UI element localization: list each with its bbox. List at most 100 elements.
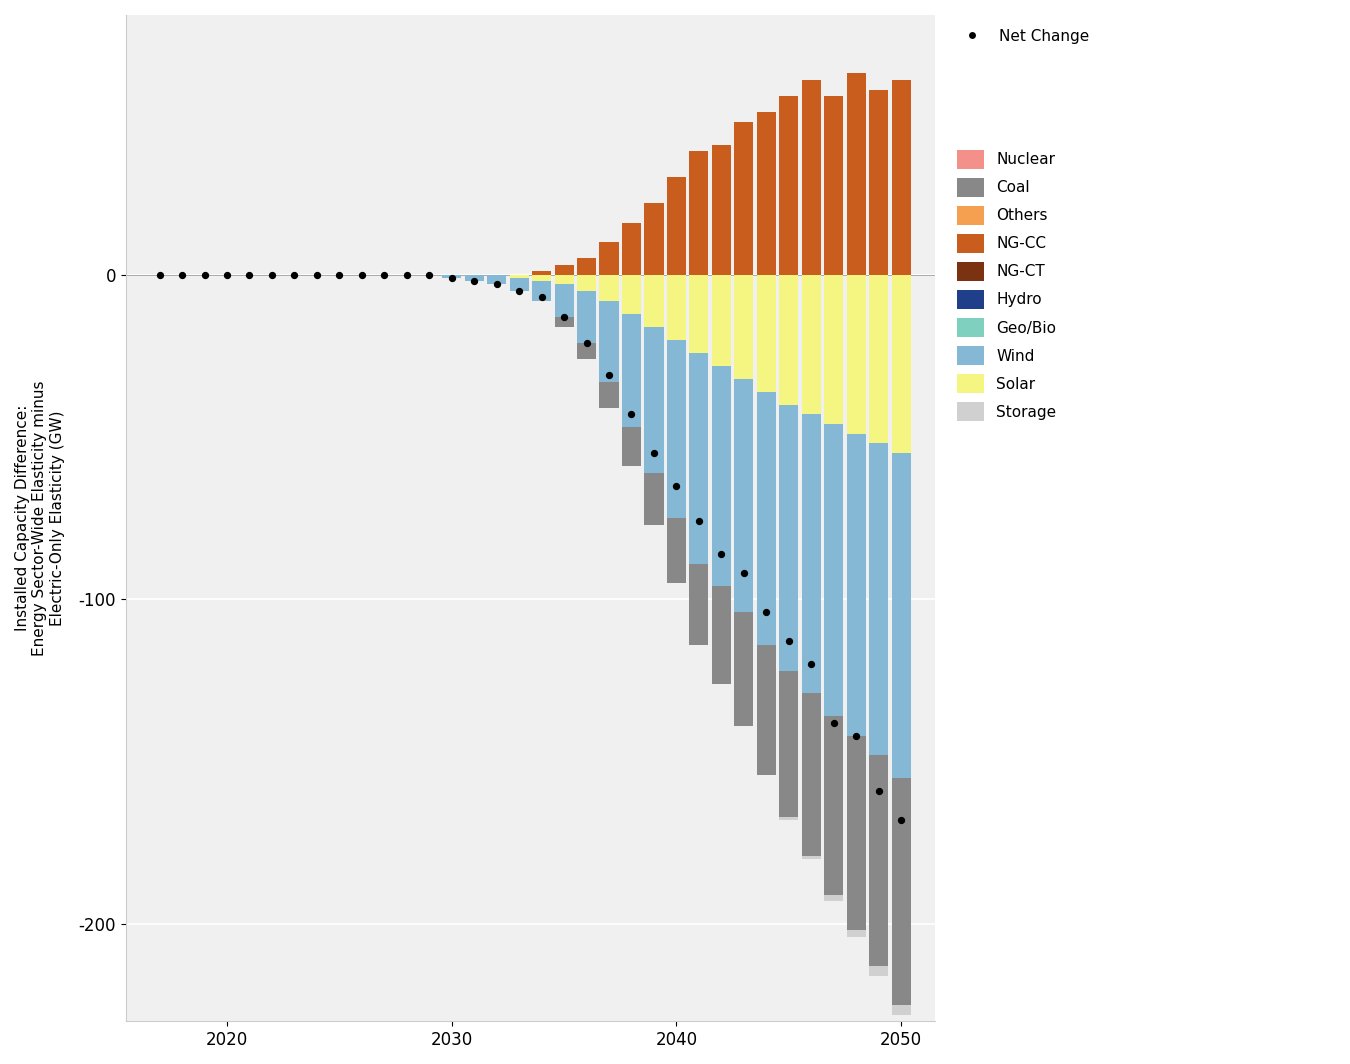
- Bar: [599, 243, 618, 275]
- Bar: [757, 113, 776, 275]
- Bar: [891, 1005, 911, 1015]
- Bar: [802, 414, 821, 694]
- Point: [463, 272, 485, 289]
- Point: [598, 367, 620, 384]
- Bar: [779, 275, 798, 404]
- Bar: [509, 278, 529, 290]
- Bar: [555, 275, 574, 284]
- Point: [845, 727, 867, 744]
- Bar: [846, 275, 865, 434]
- Bar: [869, 755, 888, 966]
- Bar: [846, 434, 865, 735]
- Point: [171, 266, 193, 283]
- Bar: [509, 275, 529, 278]
- Bar: [667, 178, 686, 275]
- Bar: [690, 275, 709, 352]
- Point: [756, 603, 778, 620]
- Bar: [846, 930, 865, 937]
- Bar: [757, 392, 776, 645]
- Point: [688, 513, 710, 530]
- Bar: [487, 275, 506, 284]
- Point: [710, 546, 732, 563]
- Bar: [599, 275, 618, 301]
- Bar: [734, 122, 753, 275]
- Bar: [824, 423, 844, 716]
- Bar: [824, 275, 844, 423]
- Bar: [622, 314, 641, 428]
- Point: [306, 266, 328, 283]
- Point: [554, 309, 575, 326]
- Bar: [622, 222, 641, 275]
- Point: [441, 269, 463, 286]
- Bar: [667, 339, 686, 518]
- Bar: [622, 428, 641, 466]
- Bar: [711, 145, 730, 275]
- Bar: [644, 327, 663, 472]
- Bar: [869, 275, 888, 444]
- Bar: [779, 670, 798, 817]
- Bar: [644, 472, 663, 525]
- Point: [351, 266, 373, 283]
- Bar: [711, 586, 730, 684]
- Bar: [532, 281, 551, 301]
- Bar: [869, 966, 888, 976]
- Bar: [711, 275, 730, 366]
- Bar: [802, 855, 821, 859]
- Point: [239, 266, 261, 283]
- Point: [733, 565, 755, 582]
- Bar: [734, 612, 753, 726]
- Point: [575, 334, 597, 351]
- Bar: [779, 817, 798, 820]
- Point: [643, 445, 664, 462]
- Bar: [644, 203, 663, 275]
- Point: [778, 633, 799, 650]
- Bar: [622, 275, 641, 314]
- Bar: [555, 317, 574, 327]
- Bar: [802, 80, 821, 275]
- Bar: [869, 89, 888, 275]
- Bar: [690, 352, 709, 564]
- Bar: [824, 895, 844, 901]
- Bar: [555, 265, 574, 275]
- Bar: [891, 80, 911, 275]
- Bar: [734, 275, 753, 379]
- Bar: [576, 343, 597, 359]
- Bar: [599, 301, 618, 382]
- Bar: [891, 453, 911, 778]
- Bar: [779, 96, 798, 275]
- Bar: [869, 444, 888, 755]
- Point: [194, 266, 216, 283]
- Bar: [824, 96, 844, 275]
- Bar: [711, 366, 730, 586]
- Point: [868, 782, 890, 799]
- Point: [824, 714, 845, 731]
- Legend: Nuclear, Coal, Others, NG-CC, NG-CT, Hydro, Geo/Bio, Wind, Solar, Storage: Nuclear, Coal, Others, NG-CC, NG-CT, Hyd…: [950, 144, 1062, 428]
- Bar: [824, 716, 844, 895]
- Y-axis label: Installed Capacity Difference:
Energy Sector-Wide Elasticity minus
Electric-Only: Installed Capacity Difference: Energy Se…: [15, 381, 65, 655]
- Bar: [443, 275, 462, 278]
- Bar: [690, 151, 709, 275]
- Point: [666, 477, 687, 494]
- Bar: [576, 259, 597, 275]
- Point: [374, 266, 396, 283]
- Bar: [576, 275, 597, 290]
- Point: [418, 266, 440, 283]
- Bar: [757, 645, 776, 775]
- Bar: [576, 290, 597, 343]
- Point: [284, 266, 305, 283]
- Bar: [802, 275, 821, 414]
- Bar: [690, 564, 709, 645]
- Point: [621, 405, 643, 422]
- Bar: [532, 271, 551, 275]
- Bar: [599, 382, 618, 408]
- Point: [890, 812, 911, 829]
- Bar: [667, 518, 686, 583]
- Point: [216, 266, 238, 283]
- Point: [261, 266, 282, 283]
- Bar: [846, 73, 865, 275]
- Bar: [779, 404, 798, 670]
- Point: [396, 266, 417, 283]
- Bar: [891, 778, 911, 1005]
- Bar: [734, 379, 753, 612]
- Bar: [757, 275, 776, 392]
